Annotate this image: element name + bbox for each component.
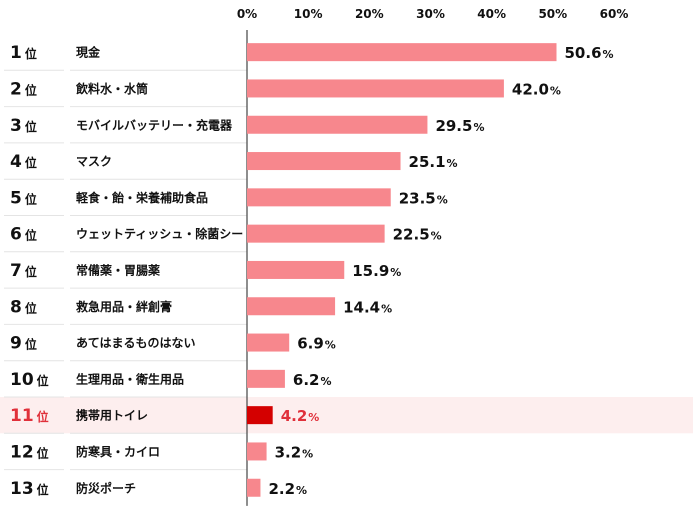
highlight-row-bg: [0, 397, 693, 434]
category-label: ウェットティッシュ・除菌シート: [76, 226, 255, 241]
category-label: モバイルバッテリー・充電器: [76, 117, 233, 132]
bar: [247, 297, 336, 316]
category-label: 防寒具・カイロ: [76, 444, 160, 459]
rank-label: 10 位: [10, 370, 49, 390]
bar: [247, 369, 285, 388]
x-tick-label: 10%: [294, 7, 323, 21]
rank-label: 12 位: [10, 442, 49, 462]
bar: [247, 79, 504, 98]
value-label: 29.5%: [435, 117, 484, 135]
bar: [247, 43, 557, 62]
category-label: 生理用品・衛生用品: [76, 371, 184, 386]
value-label: 2.2%: [268, 480, 307, 498]
x-tick-label: 0%: [237, 7, 257, 21]
bar: [247, 188, 391, 207]
rank-label: 11 位: [10, 406, 49, 426]
x-tick-label: 20%: [355, 7, 384, 21]
category-label: 現金: [76, 45, 101, 60]
bar: [247, 442, 267, 461]
value-label: 23.5%: [399, 189, 448, 207]
value-label: 3.2%: [275, 443, 314, 461]
value-label: 42.0%: [512, 80, 561, 98]
value-label: 15.9%: [352, 262, 401, 280]
category-label: 常備薬・胃腸薬: [76, 262, 160, 277]
x-tick-label: 40%: [477, 7, 506, 21]
rank-label: 13 位: [10, 479, 49, 499]
value-label: 6.9%: [297, 335, 336, 353]
bar: [247, 478, 261, 497]
x-tick-label: 30%: [416, 7, 445, 21]
category-label: 救急用品・絆創膏: [76, 299, 172, 314]
bar: [247, 152, 401, 171]
category-label: 防災ポーチ: [76, 480, 136, 495]
value-label: 50.6%: [565, 44, 614, 62]
bar: [247, 224, 385, 243]
x-tick-label: 50%: [538, 7, 567, 21]
value-label: 6.2%: [293, 371, 332, 389]
value-label: 22.5%: [393, 226, 442, 244]
value-label: 14.4%: [343, 298, 392, 316]
category-label: あてはまるものはない: [76, 336, 196, 350]
bar: [247, 333, 290, 352]
category-label: 携帯用トイレ: [76, 408, 148, 423]
bar: [247, 115, 428, 134]
category-label: マスク: [76, 155, 112, 169]
value-label: 25.1%: [409, 153, 458, 171]
category-label: 軽食・飴・栄養補助食品: [76, 190, 208, 205]
category-label: 飲料水・水筒: [75, 81, 148, 96]
bar: [247, 260, 345, 279]
bar: [247, 406, 273, 425]
value-label: 4.2%: [281, 407, 320, 425]
x-tick-label: 60%: [600, 7, 629, 21]
